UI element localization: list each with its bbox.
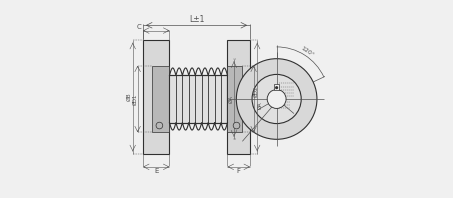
- Circle shape: [275, 86, 278, 89]
- Circle shape: [156, 122, 163, 129]
- Text: ØD2: ØD2: [254, 86, 259, 97]
- Bar: [227, 66, 242, 132]
- Text: L±1: L±1: [189, 15, 204, 24]
- Bar: [152, 66, 169, 132]
- Text: F: F: [237, 168, 241, 174]
- Bar: [227, 40, 250, 154]
- Text: ØA: ØA: [228, 95, 233, 103]
- Text: ØD1: ØD1: [132, 93, 137, 105]
- Bar: [143, 40, 169, 154]
- Text: C: C: [137, 24, 142, 30]
- Circle shape: [267, 89, 286, 109]
- Bar: [274, 84, 279, 90]
- Circle shape: [252, 74, 301, 124]
- Text: ØA: ØA: [257, 101, 262, 109]
- Circle shape: [233, 122, 240, 129]
- Text: 120°: 120°: [299, 45, 314, 57]
- Text: E: E: [154, 168, 159, 174]
- Bar: [169, 75, 227, 123]
- Text: ØB: ØB: [127, 93, 132, 101]
- Circle shape: [236, 59, 317, 139]
